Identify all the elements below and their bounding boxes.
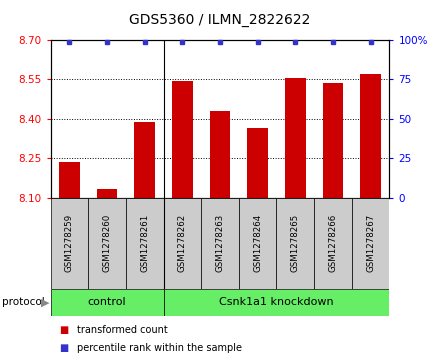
Text: percentile rank within the sample: percentile rank within the sample xyxy=(77,343,242,354)
Text: GDS5360 / ILMN_2822622: GDS5360 / ILMN_2822622 xyxy=(129,13,311,27)
Bar xyxy=(51,289,164,316)
Bar xyxy=(323,83,343,198)
Text: ■: ■ xyxy=(59,325,69,335)
Bar xyxy=(134,122,155,198)
Bar xyxy=(97,189,117,198)
Bar xyxy=(51,198,88,289)
Text: transformed count: transformed count xyxy=(77,325,168,335)
Text: GSM1278267: GSM1278267 xyxy=(366,214,375,272)
Bar xyxy=(172,81,193,198)
Text: GSM1278264: GSM1278264 xyxy=(253,214,262,272)
Text: protocol: protocol xyxy=(2,297,45,307)
Text: GSM1278260: GSM1278260 xyxy=(103,214,112,272)
Text: GSM1278265: GSM1278265 xyxy=(291,214,300,272)
Text: GSM1278266: GSM1278266 xyxy=(328,214,337,272)
Bar xyxy=(209,111,231,198)
Text: GSM1278261: GSM1278261 xyxy=(140,214,149,272)
Bar xyxy=(59,162,80,198)
Text: GSM1278263: GSM1278263 xyxy=(216,214,224,272)
Bar xyxy=(247,128,268,198)
Text: GSM1278262: GSM1278262 xyxy=(178,214,187,272)
Text: ▶: ▶ xyxy=(40,297,49,307)
Bar xyxy=(360,74,381,198)
Text: control: control xyxy=(88,297,126,307)
Bar xyxy=(126,198,164,289)
Bar xyxy=(201,198,239,289)
Bar xyxy=(164,289,389,316)
Bar xyxy=(314,198,352,289)
Bar xyxy=(352,198,389,289)
Text: GSM1278259: GSM1278259 xyxy=(65,214,74,272)
Text: Csnk1a1 knockdown: Csnk1a1 knockdown xyxy=(219,297,334,307)
Bar xyxy=(88,198,126,289)
Text: ■: ■ xyxy=(59,343,69,354)
Bar xyxy=(164,198,201,289)
Bar xyxy=(285,78,306,198)
Bar xyxy=(276,198,314,289)
Bar xyxy=(239,198,276,289)
